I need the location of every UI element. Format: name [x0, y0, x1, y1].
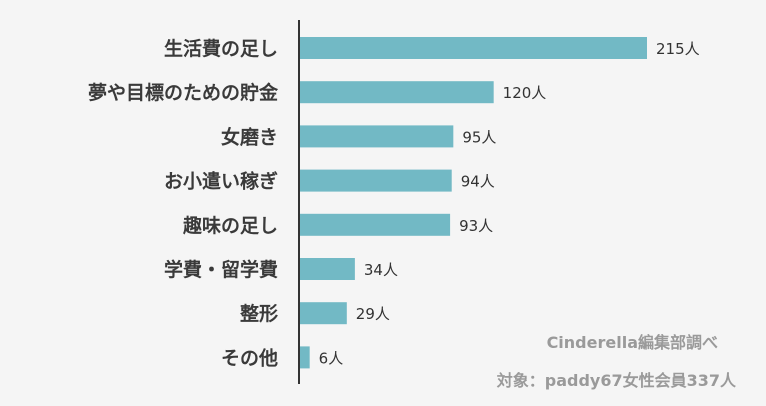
category-label-0: 生活費の足し [164, 37, 278, 60]
source-note: Cinderella編集部調べ [546, 333, 718, 352]
value-label-4: 93人 [459, 217, 493, 235]
bars-layer [300, 37, 647, 369]
value-label-1: 120人 [503, 84, 547, 102]
target-note: 対象：paddy67女性会員337人 [496, 371, 736, 390]
value-label-3: 94人 [461, 173, 495, 191]
bar-0 [300, 37, 647, 59]
value-label-5: 34人 [364, 261, 398, 279]
value-label-2: 95人 [462, 128, 496, 146]
value-label-6: 29人 [356, 305, 390, 323]
value-labels: 215人 120人 95人 94人 93人 34人 29人 6人 [319, 40, 700, 367]
bar-1 [300, 81, 494, 104]
category-label-6: 整形 [240, 302, 278, 325]
bar-3 [300, 169, 452, 192]
category-label-1: 夢や目標のための貯金 [88, 81, 279, 104]
bar-7 [300, 346, 310, 369]
category-label-2: 女磨き [221, 125, 278, 148]
category-label-4: 趣味の足し [182, 214, 278, 237]
category-labels: 生活費の足し夢や目標のための貯金女磨きお小遣い稼ぎ趣味の足し学費・留学費整形その… [88, 37, 279, 369]
category-label-5: 学費・留学費 [164, 258, 278, 281]
value-label-0: 215人 [656, 40, 700, 58]
category-label-7: その他 [221, 346, 278, 369]
category-label-3: お小遣い稼ぎ [164, 170, 278, 193]
bar-4 [300, 213, 451, 236]
value-label-7: 6人 [319, 349, 344, 367]
bar-5 [300, 258, 355, 280]
bar-2 [300, 125, 454, 148]
bar-6 [300, 302, 347, 325]
